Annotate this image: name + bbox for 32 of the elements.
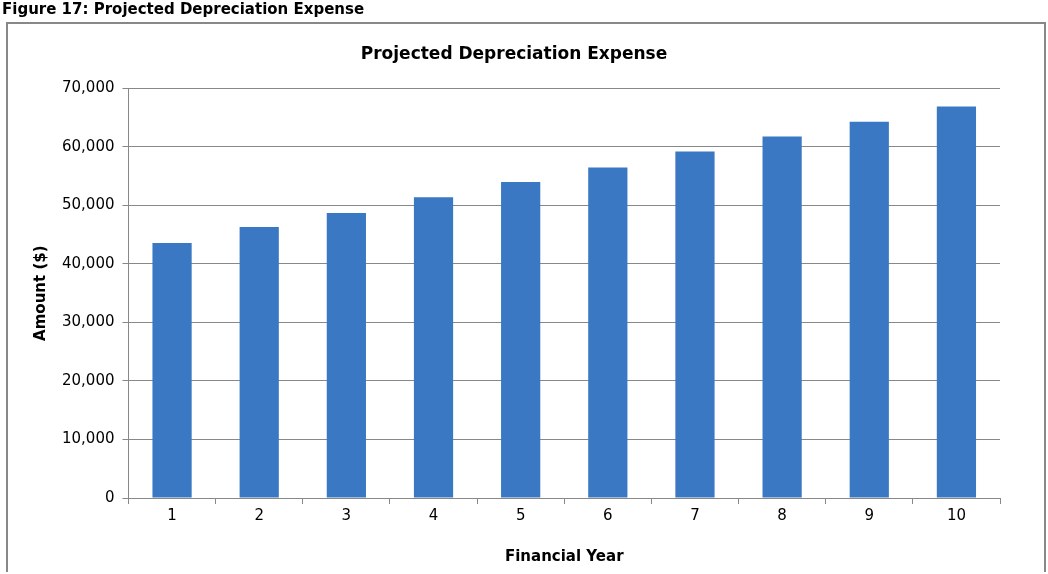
bar	[849, 121, 889, 498]
caption: Figure 17: Projected Depreciation Expense	[2, 0, 365, 18]
x-tick-label: 10	[946, 505, 966, 524]
y-tick-label: 20,000	[61, 370, 115, 389]
bar	[675, 151, 715, 498]
y-axis-title: Amount ($)	[30, 245, 49, 341]
x-tick-label: 7	[690, 505, 700, 524]
y-tick-label: 10,000	[61, 429, 115, 448]
bar	[152, 242, 192, 498]
x-tick-label: 5	[515, 505, 526, 524]
bar	[762, 136, 802, 498]
x-tick-label: 4	[428, 505, 439, 524]
chart-title: Projected Depreciation Expense	[360, 42, 668, 63]
y-tick-label: 70,000	[61, 78, 115, 97]
y-tick-label: 60,000	[61, 136, 115, 155]
x-tick-label: 9	[864, 505, 875, 524]
x-axis-title: Financial Year	[504, 546, 625, 565]
y-tick-label: 30,000	[61, 312, 115, 331]
x-tick-label: 1	[167, 505, 177, 524]
y-tick-label: 50,000	[61, 195, 115, 214]
x-tick-label: 6	[603, 505, 613, 524]
x-tick-label: 8	[777, 505, 787, 524]
bar	[588, 167, 628, 498]
x-tick-label: 2	[254, 505, 264, 524]
bar	[326, 213, 366, 498]
y-tick-label: 40,000	[61, 253, 115, 272]
bar	[239, 227, 279, 498]
bar	[501, 182, 541, 498]
x-tick-label: 3	[341, 505, 352, 524]
bar	[936, 106, 977, 498]
y-tick-label: 0	[104, 487, 115, 506]
bar	[413, 197, 454, 498]
